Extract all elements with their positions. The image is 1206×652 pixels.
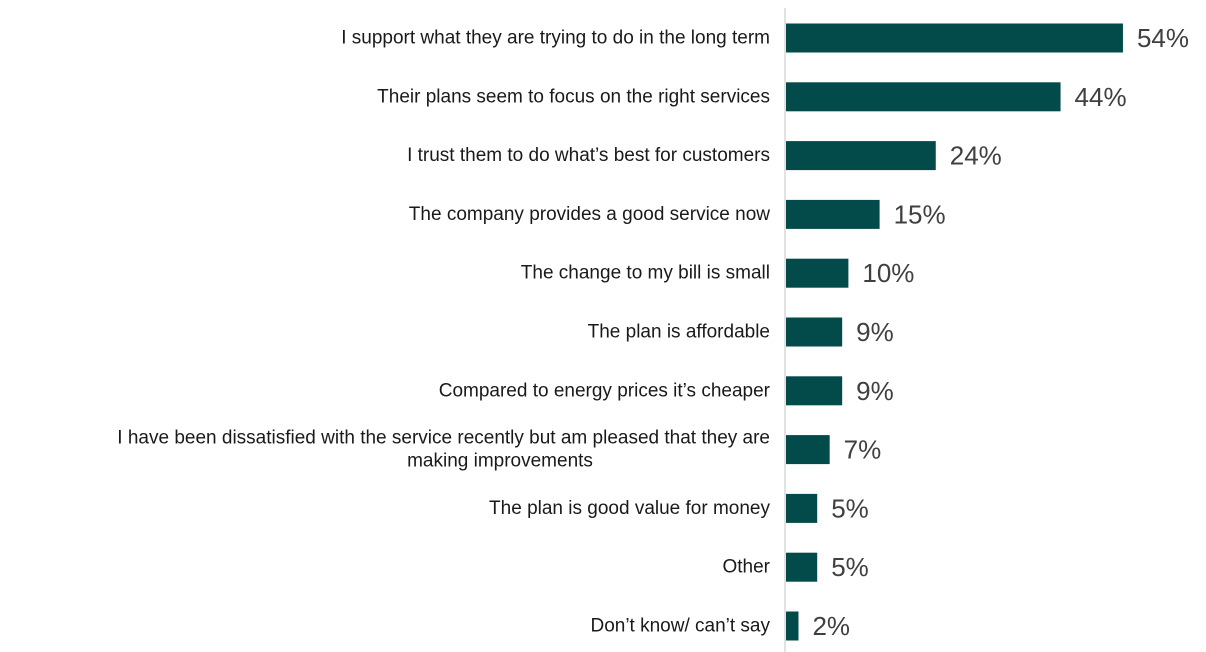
category-label: Other [722, 557, 770, 578]
value-label: 9% [856, 317, 894, 347]
category-label: The plan is good value for money [489, 498, 770, 519]
bar [786, 141, 936, 171]
category-label: The change to my bill is small [521, 263, 770, 284]
bar [786, 611, 799, 641]
value-label: 24% [950, 141, 1002, 171]
category-label: Compared to energy prices it’s cheaper [439, 380, 771, 401]
value-label: 9% [856, 376, 894, 406]
bar [786, 199, 880, 229]
bar [786, 82, 1061, 112]
category-label: The company provides a good service now [409, 204, 770, 225]
value-label: 2% [812, 611, 850, 641]
category-label: Their plans seem to focus on the right s… [377, 86, 770, 107]
value-label: 10% [862, 258, 914, 288]
bar [786, 376, 843, 406]
value-label: 7% [844, 435, 882, 465]
bar [786, 23, 1123, 53]
bar [786, 317, 843, 347]
category-label: The plan is affordable [588, 322, 770, 343]
bars-layer [786, 23, 1123, 641]
bar [786, 258, 849, 288]
category-label: Don’t know/ can’t say [590, 616, 770, 637]
category-labels: I support what they are trying to do in … [117, 28, 770, 637]
value-label: 5% [831, 552, 869, 582]
bar [786, 552, 818, 582]
value-label: 54% [1137, 23, 1189, 53]
category-label: I trust them to do what’s best for custo… [407, 145, 770, 166]
bar [786, 435, 830, 465]
value-label: 44% [1075, 82, 1127, 112]
value-label: 5% [831, 493, 869, 523]
bar [786, 493, 818, 523]
value-label: 15% [894, 199, 946, 229]
value-labels: 54% 44% 24%15% 10% 9% 9% 7% 5% 5% 2% [812, 23, 1189, 641]
category-label: I have been dissatisfied with the servic… [117, 428, 770, 472]
category-label: I support what they are trying to do in … [341, 28, 770, 49]
